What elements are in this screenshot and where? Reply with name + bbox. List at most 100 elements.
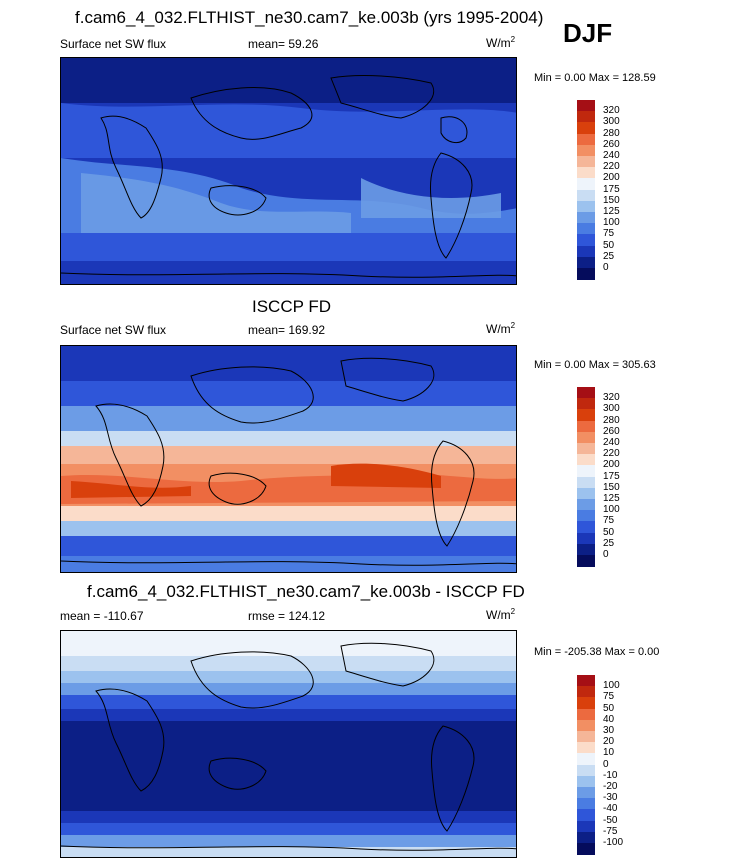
colorbar-swatch [577, 731, 595, 744]
colorbar-swatch [577, 510, 595, 523]
colorbar-swatch [577, 675, 595, 688]
colorbar-swatch [577, 454, 595, 467]
panel3-title: f.cam6_4_032.FLTHIST_ne30.cam7_ke.003b -… [87, 582, 525, 601]
colorbar-swatch [577, 820, 595, 833]
colorbar-tick-label: 280 [603, 414, 620, 426]
colorbar-tick-label: -100 [603, 837, 624, 848]
colorbar-tick-label: 75 [603, 515, 615, 527]
panel1-map-field [61, 58, 516, 284]
colorbar-swatch [577, 521, 595, 534]
colorbar-swatch [577, 111, 595, 124]
colorbar-swatch [577, 831, 595, 844]
panel2-variable-label: Surface net SW flux [60, 323, 167, 337]
colorbar-swatch [577, 167, 595, 180]
colorbar-swatch [577, 245, 595, 258]
case-title: f.cam6_4_032.FLTHIST_ne30.cam7_ke.003b (… [75, 8, 544, 27]
colorbar-swatch [577, 431, 595, 444]
colorbar-tick-label: 300 [603, 403, 620, 415]
colorbar-swatch [577, 122, 595, 135]
panel3-mean-label: mean = -110.67 [60, 609, 144, 623]
colorbar-swatch [577, 719, 595, 732]
panel2-units: W/m2 [486, 321, 516, 336]
colorbar-swatch [577, 686, 595, 699]
panel1-colorbar: 320 300 280 260 240 220 200 175 150 125 100 75 50 25 0 [577, 100, 647, 282]
colorbar-swatch [577, 465, 595, 478]
colorbar-tick-label: 300 [603, 116, 620, 128]
colorbar-swatch [577, 764, 595, 777]
colorbar-swatch [577, 543, 595, 556]
colorbar-swatch [577, 532, 595, 545]
colorbar-tick-label: 75 [603, 228, 615, 240]
colorbar-tick-label: 25 [603, 537, 615, 549]
panel2-mean-label: mean= 169.92 [248, 323, 326, 337]
colorbar-swatch [577, 843, 595, 856]
colorbar-swatch [577, 223, 595, 236]
panel3-units: W/m2 [486, 607, 516, 622]
colorbar-swatch [577, 156, 595, 169]
colorbar-tick-label: 320 [603, 392, 620, 404]
colorbar-swatch [577, 234, 595, 247]
colorbar-tick-label: -30 [603, 792, 618, 804]
colorbar-tick-label: 150 [603, 481, 620, 493]
colorbar-tick-label: 175 [603, 183, 620, 195]
colorbar-tick-label: 200 [603, 459, 620, 471]
colorbar-tick-label: 125 [603, 493, 620, 504]
colorbar-tick-label: 100 [603, 217, 620, 229]
colorbar-tick-label: 75 [603, 691, 615, 703]
colorbar-tick-label: 200 [603, 172, 620, 184]
colorbar-tick-label: 175 [603, 470, 620, 482]
panel2-map [60, 345, 517, 573]
season-label: DJF [563, 18, 613, 48]
colorbar-swatch [577, 443, 595, 456]
colorbar-swatch [577, 753, 595, 766]
panel3-colorbar: 100 75 50 40 30 20 10 0 -10 -20 -30 -40 -50 -75 -100 [577, 675, 647, 857]
colorbar-tick-label: -75 [603, 825, 618, 837]
colorbar-tick-label: 100 [603, 504, 620, 516]
colorbar-swatch [577, 742, 595, 755]
panel2-title: ISCCP FD [252, 297, 332, 316]
panel3-minmax: Min = -205.38 Max = 0.00 [534, 646, 660, 658]
colorbar-swatch [577, 212, 595, 225]
colorbar-tick-label: 0 [603, 549, 609, 560]
colorbar-tick-label: 30 [603, 725, 615, 736]
colorbar-swatch [577, 200, 595, 213]
colorbar-tick-label: -40 [603, 803, 618, 815]
colorbar-swatch [577, 787, 595, 800]
panel2-colorbar: 320 300 280 260 240 220 200 175 150 125 100 75 50 25 0 [577, 387, 647, 569]
colorbar-tick-label: -20 [603, 781, 618, 792]
colorbar-tick-label: 50 [603, 702, 615, 714]
colorbar-swatch [577, 189, 595, 202]
colorbar-swatch [577, 420, 595, 433]
colorbar-tick-label: 220 [603, 448, 620, 460]
colorbar-tick-label: 280 [603, 127, 620, 139]
colorbar-swatch [577, 798, 595, 811]
panel1-mean-label: mean= 59.26 [248, 37, 319, 51]
colorbar-swatch [577, 100, 595, 113]
panel3-map [60, 630, 517, 858]
colorbar-swatch [577, 809, 595, 822]
colorbar-tick-label: 240 [603, 150, 620, 161]
colorbar-tick-label: 50 [603, 239, 615, 251]
colorbar-swatch [577, 476, 595, 489]
colorbar-tick-label: 150 [603, 194, 620, 206]
panel1-map [60, 57, 517, 285]
colorbar-tick-label: 25 [603, 250, 615, 262]
colorbar-swatch [577, 178, 595, 191]
panel2-minmax: Min = 0.00 Max = 305.63 [534, 359, 656, 371]
colorbar-swatch [577, 487, 595, 500]
colorbar-swatch [577, 708, 595, 721]
colorbar-swatch [577, 256, 595, 269]
colorbar-tick-label: 0 [603, 262, 609, 273]
colorbar-tick-label: 260 [603, 138, 620, 150]
colorbar-tick-label: 220 [603, 161, 620, 173]
colorbar-swatch [577, 697, 595, 710]
colorbar-tick-label: 125 [603, 206, 620, 217]
colorbar-tick-label: 40 [603, 713, 615, 725]
colorbar-tick-label: 240 [603, 437, 620, 448]
colorbar-swatch [577, 775, 595, 788]
colorbar-swatch [577, 499, 595, 512]
panel1-variable-label: Surface net SW flux [60, 37, 167, 51]
colorbar-tick-label: 320 [603, 105, 620, 117]
colorbar-swatch [577, 144, 595, 157]
colorbar-tick-label: 260 [603, 425, 620, 437]
